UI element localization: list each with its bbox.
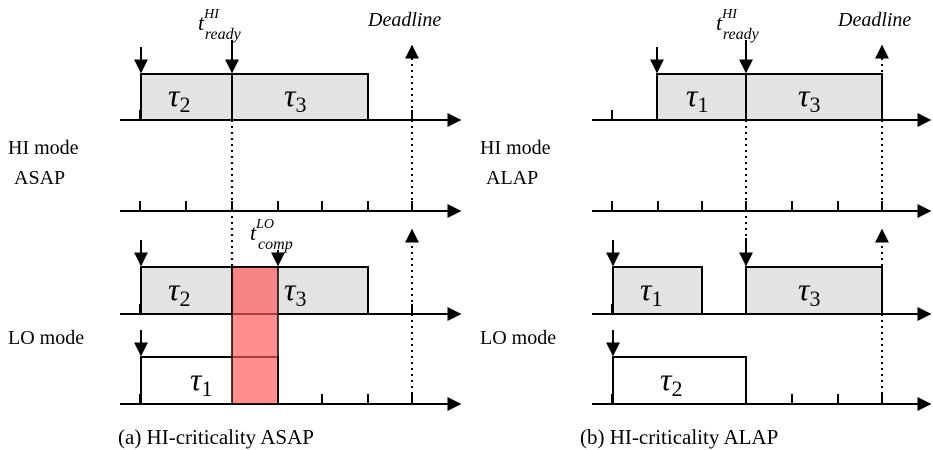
alap-hi-row-top: τ1 τ3 [592, 40, 932, 127]
task-block-tau3 [231, 73, 369, 121]
t-ready-label: tHI ready [198, 7, 242, 43]
mode-label-asap: ASAP [14, 167, 65, 189]
alap-hi-row-bottom [592, 120, 932, 238]
caption-a: (a) HI-criticality ASAP [118, 425, 314, 449]
task-label-tau2: τ2 [168, 271, 190, 311]
t-comp-label: tLO comp [250, 217, 293, 253]
asap-hi-row-top: τ2 τ3 [120, 40, 462, 127]
task-block-tau2 [140, 266, 233, 315]
deadline-label: Deadline [367, 9, 441, 31]
asap-lo-row-bottom: τ1 [120, 314, 462, 411]
mode-label-hi: HI mode [480, 137, 551, 159]
task-label-tau1: τ1 [190, 361, 212, 401]
task-block-tau2 [140, 73, 233, 121]
t-ready-label: tHI ready [716, 7, 760, 43]
alap-lo-row-bottom: τ2 [592, 314, 932, 411]
task-label-tau1: τ1 [640, 271, 662, 311]
overlap-highlight [231, 266, 279, 405]
deadline-label: Deadline [837, 9, 911, 31]
task-block-tau1 [612, 266, 703, 315]
task-label-tau3: τ3 [284, 271, 306, 311]
mode-label-hi: HI mode [8, 137, 79, 159]
task-label-tau2: τ2 [168, 77, 190, 117]
task-label-tau1: τ1 [686, 77, 708, 117]
mode-label-lo: LO mode [480, 327, 556, 349]
mode-label-alap: ALAP [486, 167, 538, 189]
caption-b: (b) HI-criticality ALAP [580, 425, 778, 449]
task-label-tau3: τ3 [798, 77, 820, 117]
task-block-tau3 [745, 73, 883, 121]
alap-lo-row-top: τ1 τ3 [592, 228, 932, 321]
task-block-tau2 [612, 356, 747, 405]
panel-asap: τ2 τ3 tHI ready Deadline HI mode ASAP [8, 7, 462, 449]
mode-label-lo: LO mode [8, 327, 84, 349]
task-label-tau3: τ3 [284, 77, 306, 117]
task-label-tau3: τ3 [798, 271, 820, 311]
task-block-tau1 [656, 73, 747, 121]
asap-hi-row-bottom [120, 120, 462, 266]
panel-alap: τ1 τ3 tHI ready Deadline HI mode ALAP [480, 7, 932, 449]
task-label-tau2: τ2 [660, 361, 682, 401]
task-block-tau3 [745, 266, 883, 315]
